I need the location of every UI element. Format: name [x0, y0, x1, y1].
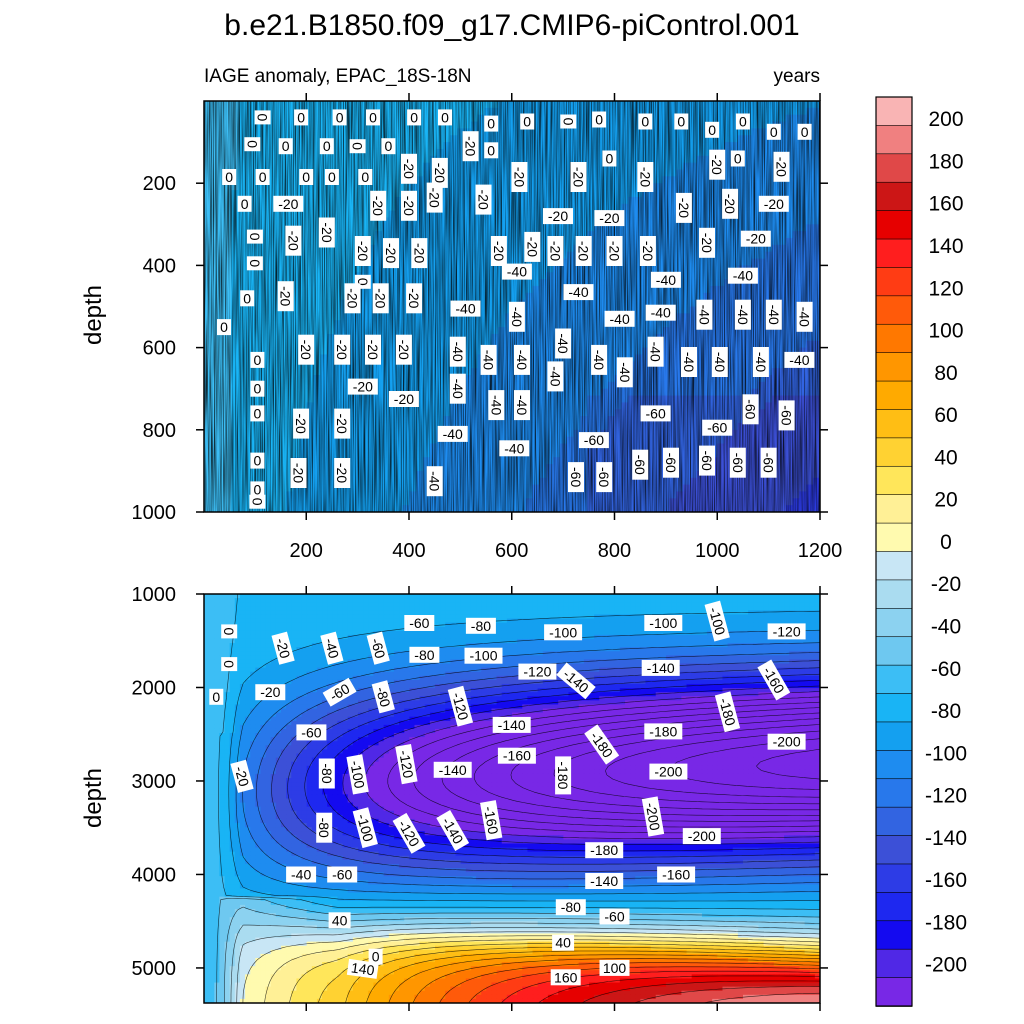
figure-title: b.e21.B1850.f09_g17.CMIP6-piControl.001: [224, 9, 799, 42]
top-panel-left-label: IAGE anomaly, EPAC_18S-18N: [204, 66, 472, 87]
top-panel-right-label: years: [774, 66, 820, 87]
